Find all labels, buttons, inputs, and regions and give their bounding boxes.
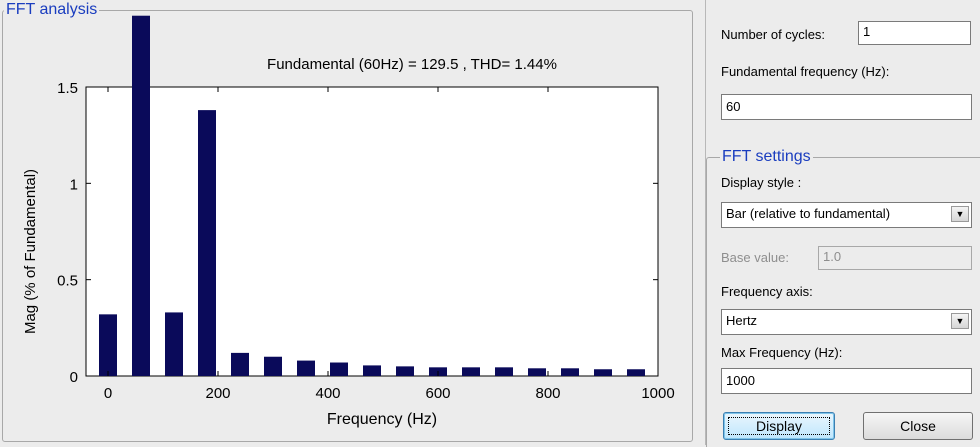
fft-settings-group xyxy=(706,157,980,447)
dropdown-arrow-icon[interactable]: ▼ xyxy=(951,206,969,222)
frequency-axis-select[interactable]: Hertz ▼ xyxy=(721,309,972,335)
y-tick-label: 0 xyxy=(70,369,78,386)
fft-bar xyxy=(594,369,612,376)
focus-ring xyxy=(728,417,830,435)
x-tick-label: 0 xyxy=(104,385,112,402)
fft-bar xyxy=(264,356,282,376)
cycles-input[interactable]: 1 xyxy=(858,21,971,45)
fft-bar xyxy=(297,360,315,376)
fft-bar xyxy=(363,365,381,376)
y-tick-label: 1.5 xyxy=(57,80,78,97)
x-tick-label: 1000 xyxy=(641,385,674,402)
fundamental-frequency-input[interactable]: 60 xyxy=(721,94,972,120)
fft-bar xyxy=(627,369,645,376)
frequency-axis-value: Hertz xyxy=(726,313,758,328)
display-style-value: Bar (relative to fundamental) xyxy=(726,206,891,221)
base-value-input[interactable]: 1.0 xyxy=(818,246,972,270)
fft-bar xyxy=(528,368,546,376)
fft-settings-title: FFT settings xyxy=(720,148,813,166)
close-button-label: Close xyxy=(900,418,936,434)
y-axis-label: Mag (% of Fundamental) xyxy=(22,169,39,334)
max-frequency-input[interactable]: 1000 xyxy=(721,368,972,394)
fft-bar xyxy=(495,367,513,376)
fft-analysis-group-title: FFT analysis xyxy=(4,1,100,19)
x-tick-label: 400 xyxy=(315,385,340,402)
fft-bar xyxy=(231,352,249,376)
cycles-label: Number of cycles: xyxy=(721,27,826,42)
display-button[interactable]: Display xyxy=(723,412,835,440)
fft-bar-chart: 0 200 400 600 800 1000 0 0.5 1 1.5 Fundamental (6… xyxy=(22,15,675,428)
close-button[interactable]: Close xyxy=(863,412,973,440)
display-button-label: Display xyxy=(756,418,802,434)
x-tick-label: 200 xyxy=(205,385,230,402)
fft-bar xyxy=(198,110,216,377)
x-axis-label: Frequency (Hz) xyxy=(327,411,437,428)
panel-divider xyxy=(705,0,706,445)
x-tick-label: 600 xyxy=(425,385,450,402)
x-tick-label: 800 xyxy=(535,385,560,402)
display-style-label: Display style : xyxy=(721,175,802,190)
fft-analysis-group: 0 200 400 600 800 1000 0 0.5 1 1.5 Fundamental (6… xyxy=(2,10,693,442)
fft-bar xyxy=(165,312,183,376)
y-tick-label: 0.5 xyxy=(57,273,78,290)
base-value-label: Base value: xyxy=(721,250,789,265)
fft-bar xyxy=(462,367,480,376)
dropdown-arrow-icon[interactable]: ▼ xyxy=(951,313,969,329)
fft-bar xyxy=(396,366,414,376)
y-tick-label: 1 xyxy=(70,176,78,193)
fft-bar xyxy=(561,368,579,376)
max-frequency-label: Max Frequency (Hz): xyxy=(721,345,843,360)
fundamental-frequency-label: Fundamental frequency (Hz): xyxy=(721,64,890,79)
display-style-select[interactable]: Bar (relative to fundamental) ▼ xyxy=(721,202,972,228)
chart-title: Fundamental (60Hz) = 129.5 , THD= 1.44% xyxy=(267,56,557,73)
fft-bar xyxy=(132,15,150,377)
fft-bar xyxy=(99,314,117,376)
fft-plot-area: 0 200 400 600 800 1000 0 0.5 1 1.5 Fundamental (6… xyxy=(5,13,684,441)
frequency-axis-label: Frequency axis: xyxy=(721,284,813,299)
fft-bar xyxy=(330,362,348,376)
